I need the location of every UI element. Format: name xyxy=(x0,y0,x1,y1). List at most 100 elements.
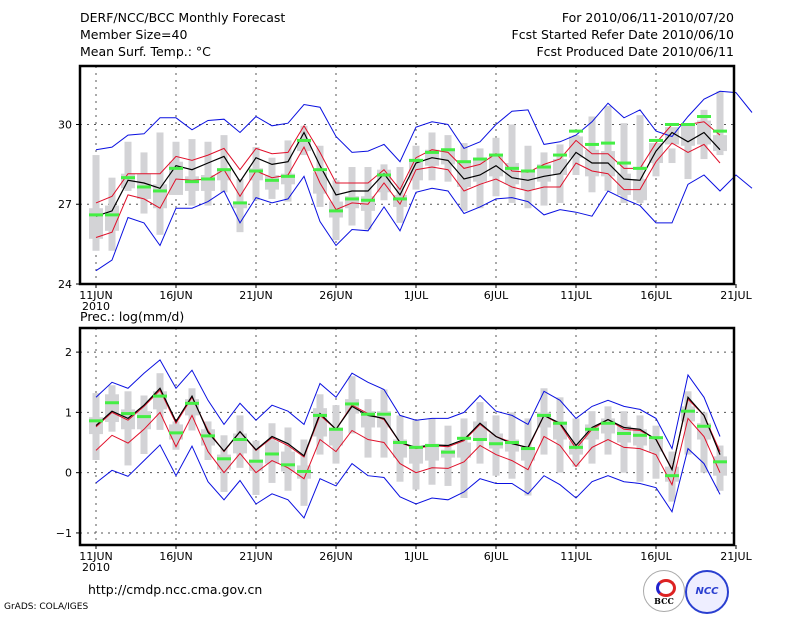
source-url[interactable]: http://cmdp.ncc.cma.gov.cn xyxy=(88,582,263,597)
temp-median-mark xyxy=(393,197,407,201)
prec-iqr-box xyxy=(713,456,727,476)
prec-median-mark xyxy=(713,460,727,464)
temp-xtick-label: 16JUL xyxy=(640,289,672,302)
prec-xtick-label: 26JUN xyxy=(319,550,353,563)
variable-label: Mean Surf. Temp.: °C xyxy=(80,44,211,59)
temp-line-max xyxy=(95,90,753,163)
prec-median-mark xyxy=(441,450,455,454)
prec-median-mark xyxy=(185,401,199,405)
grads-credit: GrADS: COLA/IGES xyxy=(4,602,89,612)
prec-xtick-label: 21JUL xyxy=(720,550,752,563)
temp-whisker-box xyxy=(348,167,356,226)
temp-iqr-box xyxy=(265,175,279,190)
prec-median-mark xyxy=(345,402,359,406)
temp-median-mark xyxy=(505,166,519,170)
prec-whisker-box xyxy=(460,418,468,498)
temp-ytick-label: 24 xyxy=(58,278,72,291)
chart-title: DERF/NCC/BCC Monthly Forecast xyxy=(80,10,286,25)
temp-xtick-label: 21JUN xyxy=(239,289,273,302)
prec-iqr-box xyxy=(265,441,279,464)
prec-median-mark xyxy=(153,394,167,398)
prec-median-mark xyxy=(473,438,487,442)
prec-median-mark xyxy=(393,441,407,445)
prec-line-mean-minus-std xyxy=(95,411,721,487)
prec-iqr-box xyxy=(649,439,663,452)
prec-median-mark xyxy=(409,445,423,449)
prec-median-mark xyxy=(553,421,567,425)
temp-median-mark xyxy=(377,173,391,177)
prec-xtick-label: 6JUL xyxy=(484,550,509,563)
prec-xtick-label: 11JUL xyxy=(560,550,592,563)
temp-iqr-box xyxy=(521,169,535,190)
temp-whisker-box xyxy=(220,135,228,193)
prec-whisker-box xyxy=(652,425,660,479)
temp-median-mark xyxy=(649,138,663,142)
prec-median-mark xyxy=(697,424,711,428)
temp-median-mark xyxy=(137,185,151,189)
prec-median-mark xyxy=(681,409,695,413)
prec-xtick-label: 16JUL xyxy=(640,550,672,563)
temp-line-mean xyxy=(95,131,721,217)
prec-median-mark xyxy=(249,459,263,463)
temp-xtick-year: 2010 xyxy=(82,300,110,313)
temp-median-mark xyxy=(297,138,311,142)
temp-xtick-label: 11JUN xyxy=(79,289,113,302)
prec-median-mark xyxy=(649,436,663,440)
member-size: Member Size=40 xyxy=(80,27,188,42)
prec-xtick-label: 1JUL xyxy=(404,550,429,563)
header-right: For 2010/06/11-2010/07/20 Fcst Started R… xyxy=(512,10,735,61)
temp-xtick-label: 26JUN xyxy=(319,289,353,302)
prec-median-mark xyxy=(537,413,551,417)
temp-whisker-box xyxy=(124,141,132,191)
temp-median-mark xyxy=(697,115,711,119)
temp-median-mark xyxy=(121,176,135,180)
temp-iqr-box xyxy=(393,194,407,207)
prec-whisker-box xyxy=(364,399,372,458)
temp-whisker-box xyxy=(716,91,724,156)
forecast-period: For 2010/06/11-2010/07/20 xyxy=(561,10,734,25)
temp-whisker-box xyxy=(156,132,164,235)
temp-median-mark xyxy=(89,213,103,217)
temp-iqr-box xyxy=(441,149,455,165)
temp-median-mark xyxy=(537,165,551,169)
temp-ytick-label: 30 xyxy=(58,118,72,131)
bcc-logo: BCC xyxy=(643,570,685,612)
start-date: Fcst Started Refer Date 2010/06/10 xyxy=(511,27,735,42)
prec-iqr-box xyxy=(201,429,215,446)
prec-median-mark xyxy=(265,452,279,456)
temp-median-mark xyxy=(249,169,263,173)
temp-whisker-box xyxy=(188,139,196,206)
prec-median-mark xyxy=(425,444,439,448)
temp-iqr-box xyxy=(553,159,567,175)
prec-median-mark xyxy=(217,457,231,461)
prec-iqr-box xyxy=(137,411,151,430)
temp-median-mark xyxy=(713,129,727,133)
temp-whisker-box xyxy=(668,148,676,164)
temp-median-mark xyxy=(105,213,119,217)
temp-iqr-box xyxy=(249,168,263,181)
bcc-emblem-icon xyxy=(656,579,676,597)
temp-median-mark xyxy=(457,160,471,164)
prec-median-mark xyxy=(601,421,615,425)
temp-xtick-label: 16JUN xyxy=(159,289,193,302)
temp-median-mark xyxy=(345,197,359,201)
prec-xtick-label: 21JUN xyxy=(239,550,273,563)
temp-line-mean-plus-std xyxy=(95,121,721,204)
temp-whisker-box xyxy=(204,141,212,206)
temp-whisker-box xyxy=(604,105,612,191)
temp-iqr-box xyxy=(457,163,471,187)
prec-frame xyxy=(78,326,736,547)
prec-ytick-label: 1 xyxy=(65,406,72,419)
temp-median-mark xyxy=(617,161,631,165)
temp-median-mark xyxy=(233,201,247,205)
temp-median-mark xyxy=(361,198,375,202)
temp-median-mark xyxy=(569,129,583,133)
temp-median-mark xyxy=(201,177,215,181)
prec-iqr-box xyxy=(105,394,119,423)
prec-median-mark xyxy=(233,438,247,442)
temp-xtick-label: 11JUL xyxy=(560,289,592,302)
temp-median-mark xyxy=(473,157,487,161)
prec-median-mark xyxy=(505,441,519,445)
prec-median-mark xyxy=(665,474,679,478)
